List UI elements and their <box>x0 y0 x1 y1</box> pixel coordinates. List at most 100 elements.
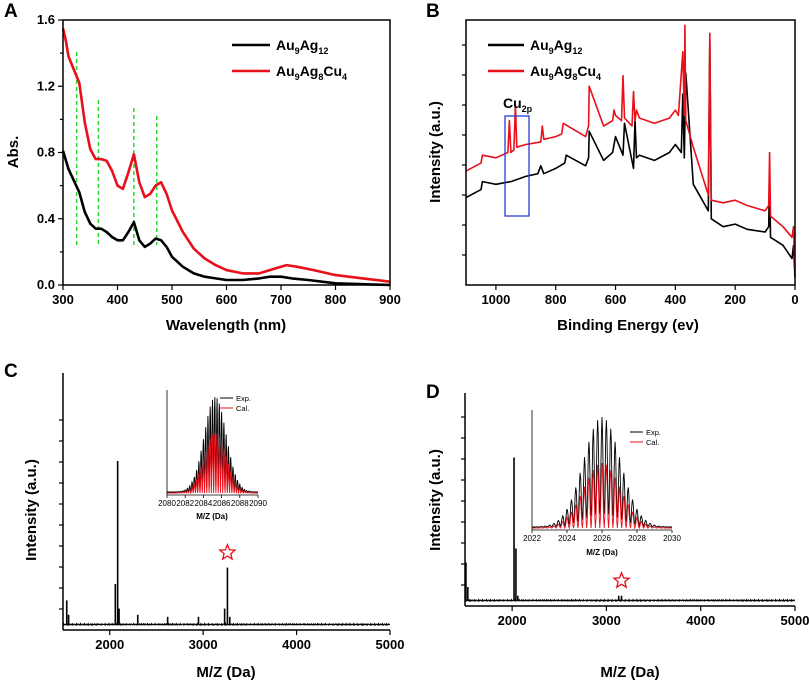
x-tick-700-label: 700 <box>270 292 292 307</box>
x-tick-600-label: 600 <box>605 292 627 307</box>
inset-tick-label-2090: 2090 <box>249 499 267 508</box>
legend: Au9Ag12 Au9Ag8Cu4 <box>232 37 347 82</box>
inset-series <box>167 397 258 495</box>
inset-tick-label-2030: 2030 <box>663 534 681 543</box>
y-tick-3-label: 1.2 <box>37 78 55 93</box>
x-tick-5000-label: 5000 <box>781 613 809 628</box>
series-line-1 <box>465 40 796 278</box>
inset-ticks: 2022 2024 2026 2028 2030 <box>523 530 681 543</box>
baseline-noise <box>62 622 391 627</box>
x-axis-title: Wavelength (nm) <box>166 317 286 334</box>
legend-label-2: Au9Ag8Cu4 <box>276 63 347 82</box>
plot-frame <box>465 19 796 286</box>
x-tick-3000-label: 3000 <box>592 613 621 628</box>
inset-legend-cal: Cal. <box>646 438 659 447</box>
x-tick-200-label: 200 <box>724 292 746 307</box>
x-tick-2000-label: 2000 <box>95 637 124 652</box>
inset-cal-trace <box>167 433 258 495</box>
mass-spectrum-d: 2000 3000 4000 5000 M/Z (Da) Intensity (a.u… <box>427 393 809 681</box>
x-axis: 2000 3000 4000 5000 <box>498 606 809 628</box>
inset-x-title: M/Z (Da) <box>586 548 618 557</box>
cu2p-annotation: Cu2p <box>503 95 533 114</box>
inset-tick-label-2022: 2022 <box>523 534 541 543</box>
inset-tick-label-2086: 2086 <box>213 499 231 508</box>
y-axis-title: Intensity (a.u.) <box>23 459 40 561</box>
x-tick-4000-label: 4000 <box>282 637 311 652</box>
star-marker <box>218 542 237 561</box>
inset-ticks: 2080 2082 2084 2086 2088 2090 <box>158 495 267 508</box>
inset-tick-label-2026: 2026 <box>593 534 611 543</box>
x-tick-400-label: 400 <box>665 292 687 307</box>
legend-label-1: Au9Ag12 <box>276 37 328 56</box>
x-axis: 2000 3000 4000 5000 <box>95 630 404 652</box>
y-tick-2-label: 0.8 <box>37 145 55 160</box>
series-line-2 <box>465 24 796 270</box>
inset-tick-label-2024: 2024 <box>558 534 576 543</box>
x-axis: 1000 800 600 400 200 0 <box>481 285 799 307</box>
legend-label-2: Au9Ag8Cu4 <box>530 63 601 82</box>
series-group <box>465 24 796 278</box>
xps-chart: 1000 800 600 400 200 0 Binding Energy (ev) In… <box>427 19 799 334</box>
x-axis-title: M/Z (Da) <box>196 664 255 681</box>
inset-legend-exp: Exp. <box>236 394 251 403</box>
series-group <box>61 28 391 287</box>
inset-tick-label-2084: 2084 <box>195 499 213 508</box>
legend: Au9Ag12 Au9Ag8Cu4 <box>488 37 601 82</box>
y-axis <box>462 44 466 256</box>
inset-cal-trace <box>532 462 672 530</box>
y-tick-4-label: 1.6 <box>37 12 55 27</box>
y-axis <box>59 419 63 610</box>
x-tick-800-label: 800 <box>325 292 347 307</box>
x-tick-500-label: 500 <box>161 292 183 307</box>
series-line-1 <box>61 150 391 287</box>
x-tick-3000-label: 3000 <box>189 637 218 652</box>
legend-label-1: Au9Ag12 <box>530 37 582 56</box>
series-line-2 <box>61 28 391 283</box>
spectrum-trace <box>464 457 796 603</box>
x-tick-4000-label: 4000 <box>686 613 715 628</box>
x-tick-800-label: 800 <box>545 292 567 307</box>
spectrum-trace <box>62 461 391 627</box>
x-tick-600-label: 600 <box>216 292 238 307</box>
x-tick-400-label: 400 <box>107 292 129 307</box>
panel-label-d: D <box>426 382 440 403</box>
guide-lines <box>75 52 158 245</box>
inset-series <box>532 416 672 530</box>
inset-legend-exp: Exp. <box>646 428 661 437</box>
x-axis: 300 400 500 600 700 800 900 <box>52 285 401 307</box>
panel-label-a: A <box>4 1 18 22</box>
inset-tick-label-2088: 2088 <box>231 499 249 508</box>
y-tick-1-label: 0.4 <box>37 211 56 226</box>
x-tick-900-label: 900 <box>379 292 401 307</box>
y-axis-title: Intensity (a.u.) <box>427 101 444 203</box>
cu2p-highlight-box <box>504 115 530 217</box>
inset-legend-cal: Cal. <box>236 404 249 413</box>
inset-tick-label-2028: 2028 <box>628 534 646 543</box>
x-tick-2000-label: 2000 <box>498 613 527 628</box>
panel-label-b: B <box>426 1 440 22</box>
star-shape <box>218 542 237 561</box>
plot-frame <box>62 19 391 286</box>
mass-spectrum-c: 2000 3000 4000 5000 M/Z (Da) Intensity (a.u… <box>23 373 404 681</box>
inset-exp-trace <box>532 416 672 528</box>
inset-tick-label-2082: 2082 <box>176 499 194 508</box>
x-tick-300-label: 300 <box>52 292 74 307</box>
x-tick-0-label: 0 <box>791 292 798 307</box>
y-axis-title: Intensity (a.u.) <box>427 449 444 551</box>
star-marker <box>612 571 631 589</box>
x-axis-title: Binding Energy (ev) <box>557 317 699 334</box>
inset-tick-label-2080: 2080 <box>158 499 176 508</box>
isotope-inset: 2022 2024 2026 2028 2030 M/Z (Da) Exp. Cal. <box>523 410 681 557</box>
x-axis-title: M/Z (Da) <box>600 664 659 681</box>
inset-x-title: M/Z (Da) <box>196 512 228 521</box>
y-axis-title: Abs. <box>5 136 22 169</box>
y-tick-0-label: 0.0 <box>37 277 55 292</box>
star-shape <box>612 571 631 589</box>
y-axis <box>461 416 465 586</box>
x-tick-5000-label: 5000 <box>376 637 405 652</box>
panel-label-c: C <box>4 361 18 382</box>
uv-vis-chart: 300 400 500 600 700 800 900 0.0 0.4 0.8 1.2 1.6 Wa… <box>5 12 401 334</box>
x-tick-1000-label: 1000 <box>481 292 510 307</box>
y-axis: 0.0 0.4 0.8 1.2 1.6 <box>37 12 63 292</box>
